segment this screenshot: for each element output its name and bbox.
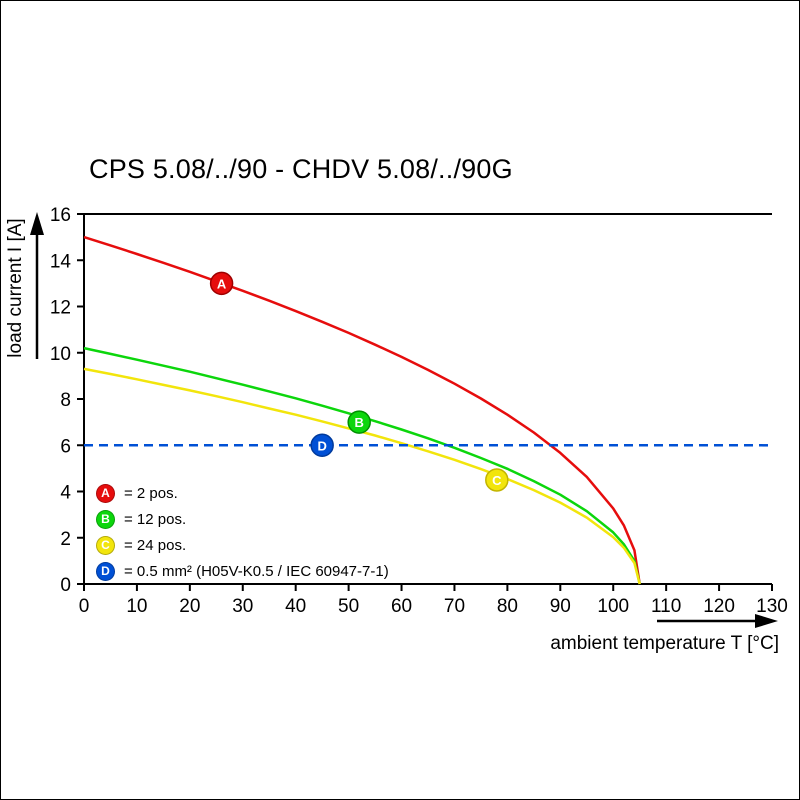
x-axis-label: ambient temperature T [°C] xyxy=(550,633,779,654)
y-tick-label: 2 xyxy=(60,529,71,550)
x-tick-label: 80 xyxy=(497,596,518,617)
chart-legend: A = 2 pos. B = 12 pos. C = 24 pos. D = 0… xyxy=(96,480,389,584)
legend-badge-c: C xyxy=(96,535,115,555)
x-axis-arrowhead-icon xyxy=(755,614,778,628)
x-tick-label: 120 xyxy=(703,596,735,617)
x-tick-label: 100 xyxy=(597,596,629,617)
series-A-marker xyxy=(209,271,234,296)
legend-label-b: = 12 pos. xyxy=(124,510,187,528)
y-tick-label: 16 xyxy=(50,205,71,226)
y-tick-label: 4 xyxy=(60,483,71,504)
chart-title: CPS 5.08/../90 - CHDV 5.08/../90G xyxy=(89,154,513,184)
x-tick-label: 130 xyxy=(756,596,788,617)
x-tick-label: 40 xyxy=(285,596,306,617)
series-C-marker-label: C xyxy=(492,473,502,488)
x-tick-label: 0 xyxy=(79,596,90,617)
series-C-line xyxy=(83,367,641,585)
x-tick-label: 20 xyxy=(179,596,200,617)
y-tick-label: 12 xyxy=(50,298,71,319)
y-tick-label: 0 xyxy=(60,575,71,596)
y-tick-label: 14 xyxy=(50,251,72,272)
x-tick-label: 70 xyxy=(444,596,465,617)
x-tick-label: 60 xyxy=(391,596,412,617)
legend-label-a: = 2 pos. xyxy=(124,484,178,502)
series-D-marker xyxy=(310,433,334,457)
legend-item-b: B = 12 pos. xyxy=(96,506,389,532)
legend-badge-a: A xyxy=(96,483,115,503)
y-axis-label: load current I [A] xyxy=(5,218,26,357)
series-B-marker-label: B xyxy=(355,415,364,430)
legend-badge-b: B xyxy=(96,509,115,529)
legend-item-d: D = 0.5 mm² (H05V-K0.5 / IEC 60947-7-1) xyxy=(96,558,389,584)
legend-item-c: C = 24 pos. xyxy=(96,532,389,558)
series-C-marker xyxy=(485,468,509,492)
legend-badge-d: D xyxy=(96,561,115,581)
x-tick-label: 110 xyxy=(651,596,681,617)
x-tick-label: 30 xyxy=(232,596,253,617)
series-B-line xyxy=(83,346,641,585)
y-axis-arrowhead-icon xyxy=(30,212,44,235)
series-D-marker-label: D xyxy=(317,438,326,453)
y-tick-label: 8 xyxy=(60,390,71,411)
series-A-marker-label: A xyxy=(217,276,227,291)
x-tick-label: 10 xyxy=(126,596,147,617)
series-A-line xyxy=(83,235,641,585)
legend-label-d: = 0.5 mm² (H05V-K0.5 / IEC 60947-7-1) xyxy=(124,562,389,580)
x-tick-label: 90 xyxy=(550,596,571,617)
y-tick-label: 6 xyxy=(60,436,71,457)
series-B-marker xyxy=(347,410,371,434)
legend-label-c: = 24 pos. xyxy=(124,536,187,554)
y-tick-label: 10 xyxy=(50,344,71,365)
legend-item-a: A = 2 pos. xyxy=(96,480,389,506)
x-tick-label: 50 xyxy=(338,596,359,617)
